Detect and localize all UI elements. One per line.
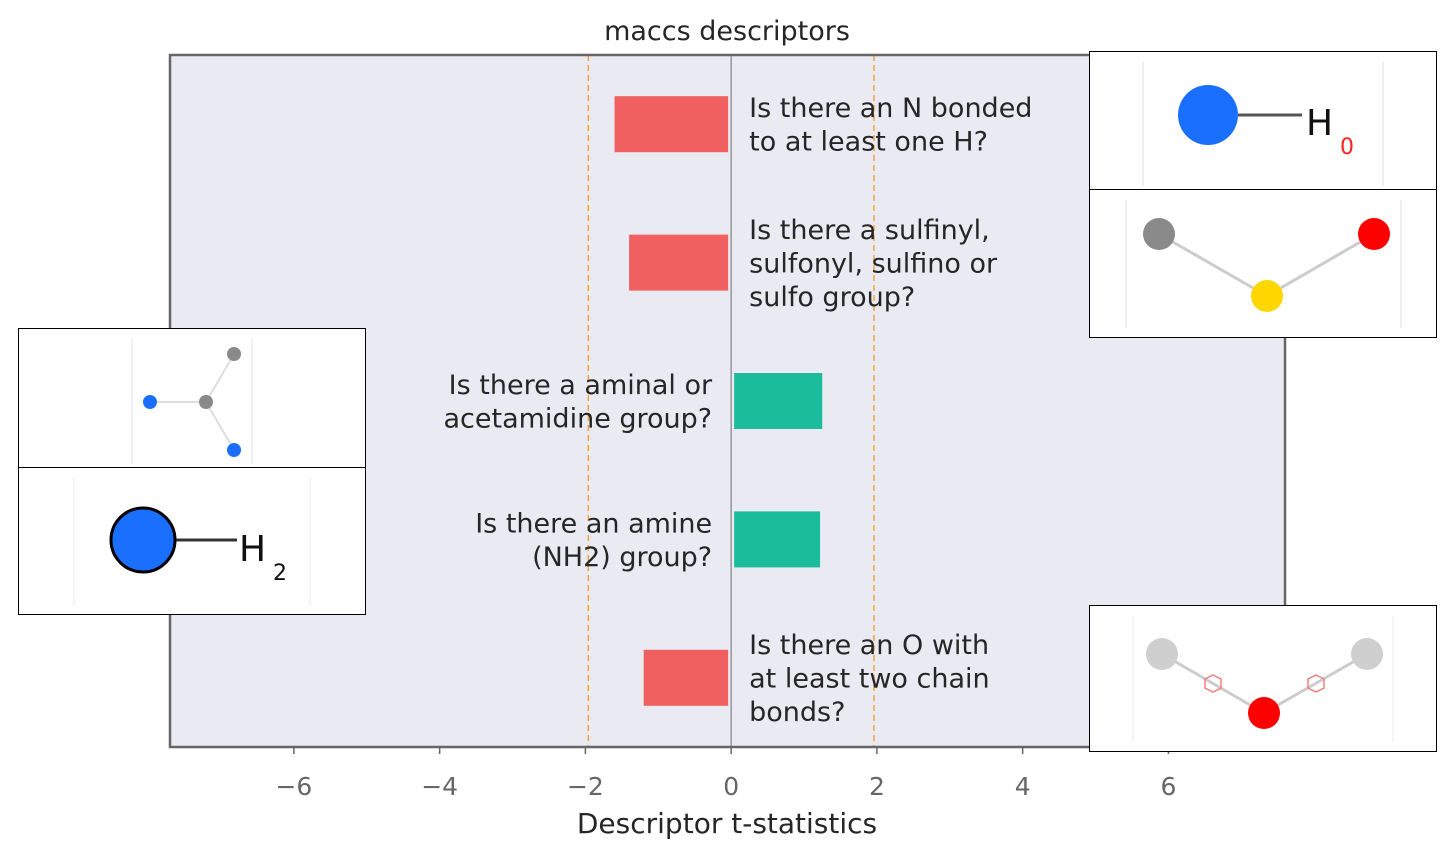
- nh2-molecule-icon: H 2: [73, 478, 311, 606]
- nh-molecule-icon: H 0: [1142, 62, 1384, 186]
- bar-4: [643, 649, 729, 706]
- molecule-image-sulfonyl: [1089, 189, 1437, 338]
- x-tick-label-6: 6: [1160, 772, 1176, 801]
- bar-series: [614, 96, 823, 706]
- molecule-image-nh2: H 2: [18, 467, 366, 615]
- category-label-2: Is there a aminal or acetamidine group?: [444, 370, 714, 435]
- nh-h-subscript: 0: [1340, 135, 1354, 160]
- bar-0: [614, 96, 729, 153]
- x-tick-label-3: 0: [723, 772, 739, 801]
- nh-h-label: H: [1306, 103, 1333, 144]
- chart-title: maccs descriptors: [604, 16, 850, 47]
- x-axis-label: Descriptor t-statistics: [577, 807, 877, 840]
- bar-2: [734, 373, 823, 429]
- molecule-image-ether: [1089, 605, 1437, 752]
- threshold-lines: [587, 55, 875, 747]
- sulfonyl-molecule-icon: [1125, 200, 1402, 328]
- molecule-image-aminal: [18, 328, 366, 468]
- x-tick-label-4: 2: [869, 772, 885, 801]
- molecule-image-nh: H 0: [1089, 51, 1437, 190]
- category-label-0: Is there an N bonded to at least one H?: [749, 93, 1032, 158]
- x-axis-ticks: −6 −4 −2 0 2 4 6: [275, 747, 1176, 801]
- bar-1: [629, 234, 729, 291]
- aminal-molecule-icon: [131, 339, 253, 464]
- nh2-h-subscript: 2: [273, 561, 287, 586]
- category-label-3: Is there an amine (NH2) group?: [475, 508, 712, 573]
- x-tick-label-5: 4: [1015, 772, 1031, 801]
- x-tick-label-0: −6: [275, 772, 312, 801]
- nh2-h-label: H: [239, 529, 266, 570]
- bar-3: [734, 511, 821, 568]
- x-tick-label-1: −4: [421, 772, 458, 801]
- category-label-4: Is there an O with at least two chain bond…: [749, 630, 990, 728]
- x-tick-label-2: −2: [567, 772, 604, 801]
- ether-molecule-icon: [1132, 616, 1394, 742]
- category-label-1: Is there a sulfinyl, sulfonyl, sulfino or…: [749, 215, 998, 313]
- category-labels: Is there an N bonded to at least one H? Is…: [444, 93, 1033, 728]
